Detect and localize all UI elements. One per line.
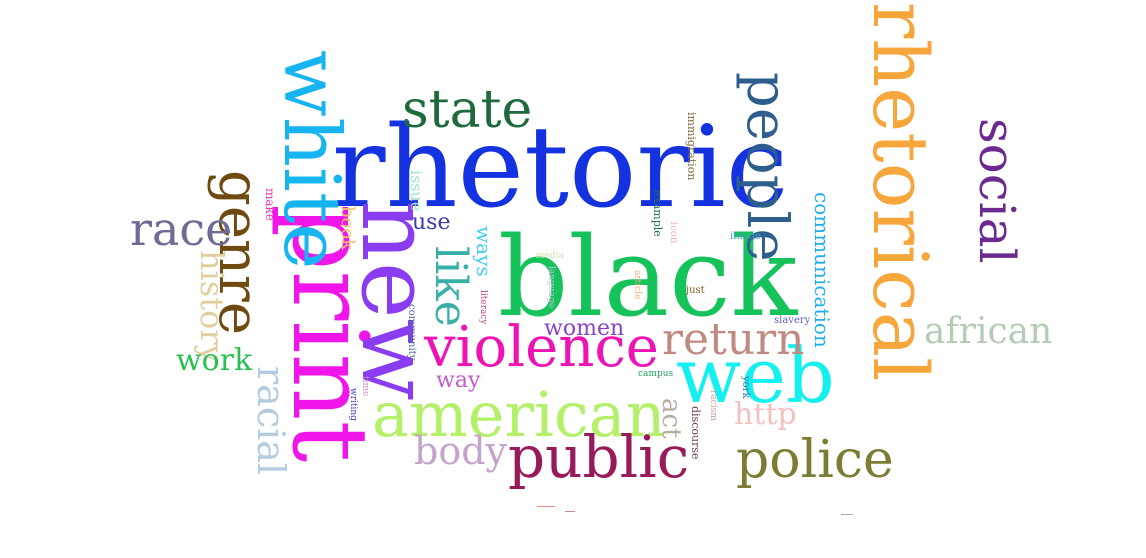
word-history: history: [193, 250, 231, 363]
word-slavery: slavery: [774, 315, 811, 326]
word-time: time: [360, 376, 370, 397]
fragment-mark: [537, 506, 555, 507]
word-rhetoric: rhetoric: [332, 103, 789, 233]
word-ways: ways: [472, 226, 496, 277]
word-writing: writing: [348, 388, 358, 421]
word-literacy: literacy: [478, 290, 488, 325]
word-work: work: [176, 343, 253, 378]
word-example: example: [651, 190, 664, 237]
word-body: body: [414, 429, 507, 473]
word-issue: issue: [407, 170, 426, 212]
word-public: public: [508, 423, 690, 491]
word-state: state: [402, 80, 533, 140]
word-act: act: [656, 398, 686, 439]
word-print: print: [269, 204, 391, 463]
word-african: african: [924, 311, 1053, 352]
word-like: like: [425, 246, 476, 327]
word-media: media: [536, 251, 564, 261]
word-york: york: [740, 376, 751, 399]
word-language: language: [546, 266, 556, 309]
word-genre: genre: [206, 170, 271, 335]
word-people: people: [734, 72, 799, 262]
word-social: social: [968, 118, 1026, 264]
word-use: use: [412, 210, 451, 235]
word-campus: campus: [638, 369, 674, 379]
word-black: black: [498, 213, 798, 341]
word-image: image: [730, 231, 761, 242]
word-racial: racial: [249, 366, 293, 476]
word-just: just: [686, 285, 705, 296]
word-immigration: immigration: [685, 112, 698, 181]
word-women: women: [544, 316, 625, 341]
fragment-mark: [565, 511, 575, 512]
word-book: book: [337, 206, 358, 251]
word-racism: racism: [708, 390, 718, 421]
word-make: make: [263, 188, 277, 221]
word-american: american: [372, 378, 666, 451]
word-http: http: [734, 397, 797, 432]
word-way: way: [436, 368, 481, 393]
fragment-mark: [841, 514, 853, 515]
word-icon: icon: [668, 222, 679, 244]
word-new: new: [340, 200, 452, 401]
word-web: web: [676, 331, 835, 420]
word-violence: violence: [424, 315, 659, 380]
word-community: community: [406, 304, 417, 361]
word-discourse: discourse: [689, 406, 702, 460]
word-article: article: [632, 270, 642, 300]
word-white: white: [266, 50, 356, 270]
word-return: return: [662, 314, 805, 365]
word-rhetorical: rhetorical: [856, 2, 945, 382]
word-communication: communication: [810, 192, 834, 348]
word-race: race: [130, 202, 233, 256]
word-police: police: [736, 430, 894, 490]
